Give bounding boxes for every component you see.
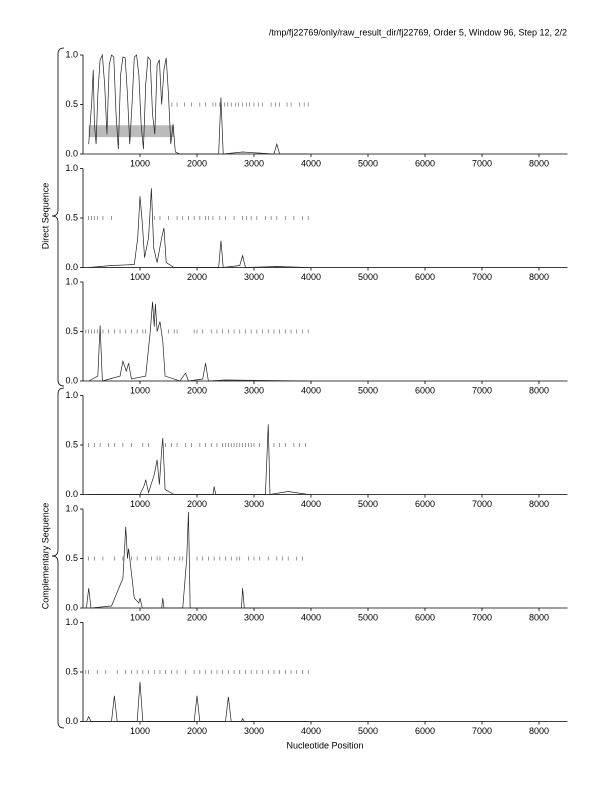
axis-line [82, 282, 568, 382]
coding-trace [86, 681, 309, 722]
x-tick-label: 2000 [187, 612, 207, 622]
x-tick-label: 6000 [415, 385, 435, 395]
x-tick-label: 8000 [529, 612, 549, 622]
y-tick-label: 0.0 [65, 375, 78, 385]
x-tick-label: 5000 [358, 726, 378, 736]
x-tick-label: 8000 [529, 499, 549, 509]
x-tick-label: 2000 [187, 499, 207, 509]
group-brace [51, 47, 65, 387]
axis-line [82, 395, 568, 495]
x-axis-label: Nucleotide Position [286, 740, 363, 750]
y-tick-label: 1.0 [65, 163, 78, 173]
x-tick-label: 1000 [130, 499, 150, 509]
highlight-region [88, 125, 175, 138]
x-tick-label: 3000 [244, 272, 264, 282]
x-tick-label: 3000 [244, 499, 264, 509]
x-tick-label: 6000 [415, 499, 435, 509]
x-tick-label: 8000 [529, 272, 549, 282]
y-tick-label: 1.0 [65, 276, 78, 286]
x-tick-label: 6000 [415, 726, 435, 736]
x-tick-label: 4000 [301, 499, 321, 509]
x-tick-label: 5000 [358, 158, 378, 168]
coding-trace [88, 424, 309, 495]
x-tick-label: 7000 [472, 158, 492, 168]
y-tick-label: 0.5 [65, 326, 78, 336]
y-tick-label: 0.0 [65, 489, 78, 499]
x-tick-label: 4000 [301, 272, 321, 282]
coding-trace [88, 53, 309, 155]
x-tick-label: 4000 [301, 612, 321, 622]
x-tick-label: 5000 [358, 612, 378, 622]
y-tick-label: 0.5 [65, 439, 78, 449]
y-tick-label: 1.0 [65, 503, 78, 513]
x-tick-label: 7000 [472, 726, 492, 736]
y-tick-label: 1.0 [65, 390, 78, 400]
x-tick-label: 7000 [472, 272, 492, 282]
x-tick-label: 2000 [187, 726, 207, 736]
group-label: Direct Sequence [40, 183, 50, 250]
x-tick-label: 5000 [358, 272, 378, 282]
y-tick-label: 0.0 [65, 602, 78, 612]
x-tick-label: 1000 [130, 612, 150, 622]
y-tick-label: 1.0 [65, 617, 78, 627]
y-tick-label: 1.0 [65, 49, 78, 59]
x-tick-label: 4000 [301, 158, 321, 168]
x-tick-label: 3000 [244, 385, 264, 395]
group-brace [51, 387, 65, 729]
x-tick-label: 3000 [244, 612, 264, 622]
x-tick-label: 7000 [472, 612, 492, 622]
x-tick-label: 6000 [415, 158, 435, 168]
axis-line [82, 509, 568, 609]
y-tick-label: 0.0 [65, 716, 78, 726]
x-tick-label: 1000 [130, 158, 150, 168]
x-tick-label: 8000 [529, 158, 549, 168]
x-tick-label: 7000 [472, 499, 492, 509]
x-tick-label: 1000 [130, 726, 150, 736]
figure-title: /tmp/fj22769/only/raw_result_dir/fj22769… [269, 27, 567, 37]
y-tick-label: 0.5 [65, 212, 78, 222]
x-tick-label: 2000 [187, 158, 207, 168]
x-tick-label: 5000 [358, 385, 378, 395]
y-tick-label: 0.0 [65, 262, 78, 272]
x-tick-label: 5000 [358, 499, 378, 509]
x-tick-label: 3000 [244, 158, 264, 168]
axis-line [82, 622, 568, 722]
x-tick-label: 1000 [130, 385, 150, 395]
x-tick-label: 8000 [529, 726, 549, 736]
axis-line [82, 168, 568, 268]
x-tick-label: 3000 [244, 726, 264, 736]
x-tick-label: 1000 [130, 272, 150, 282]
x-tick-label: 4000 [301, 726, 321, 736]
coding-trace [88, 301, 309, 382]
group-label: Complementary Sequence [40, 503, 50, 610]
x-tick-label: 6000 [415, 612, 435, 622]
y-tick-label: 0.5 [65, 99, 78, 109]
y-tick-label: 0.5 [65, 666, 78, 676]
y-tick-label: 0.5 [65, 553, 78, 563]
coding-trace [86, 511, 309, 609]
x-tick-label: 2000 [187, 385, 207, 395]
y-tick-label: 0.0 [65, 148, 78, 158]
x-tick-label: 8000 [529, 385, 549, 395]
x-tick-label: 2000 [187, 272, 207, 282]
x-tick-label: 4000 [301, 385, 321, 395]
coding-trace [88, 188, 309, 268]
x-tick-label: 7000 [472, 385, 492, 395]
x-tick-label: 6000 [415, 272, 435, 282]
